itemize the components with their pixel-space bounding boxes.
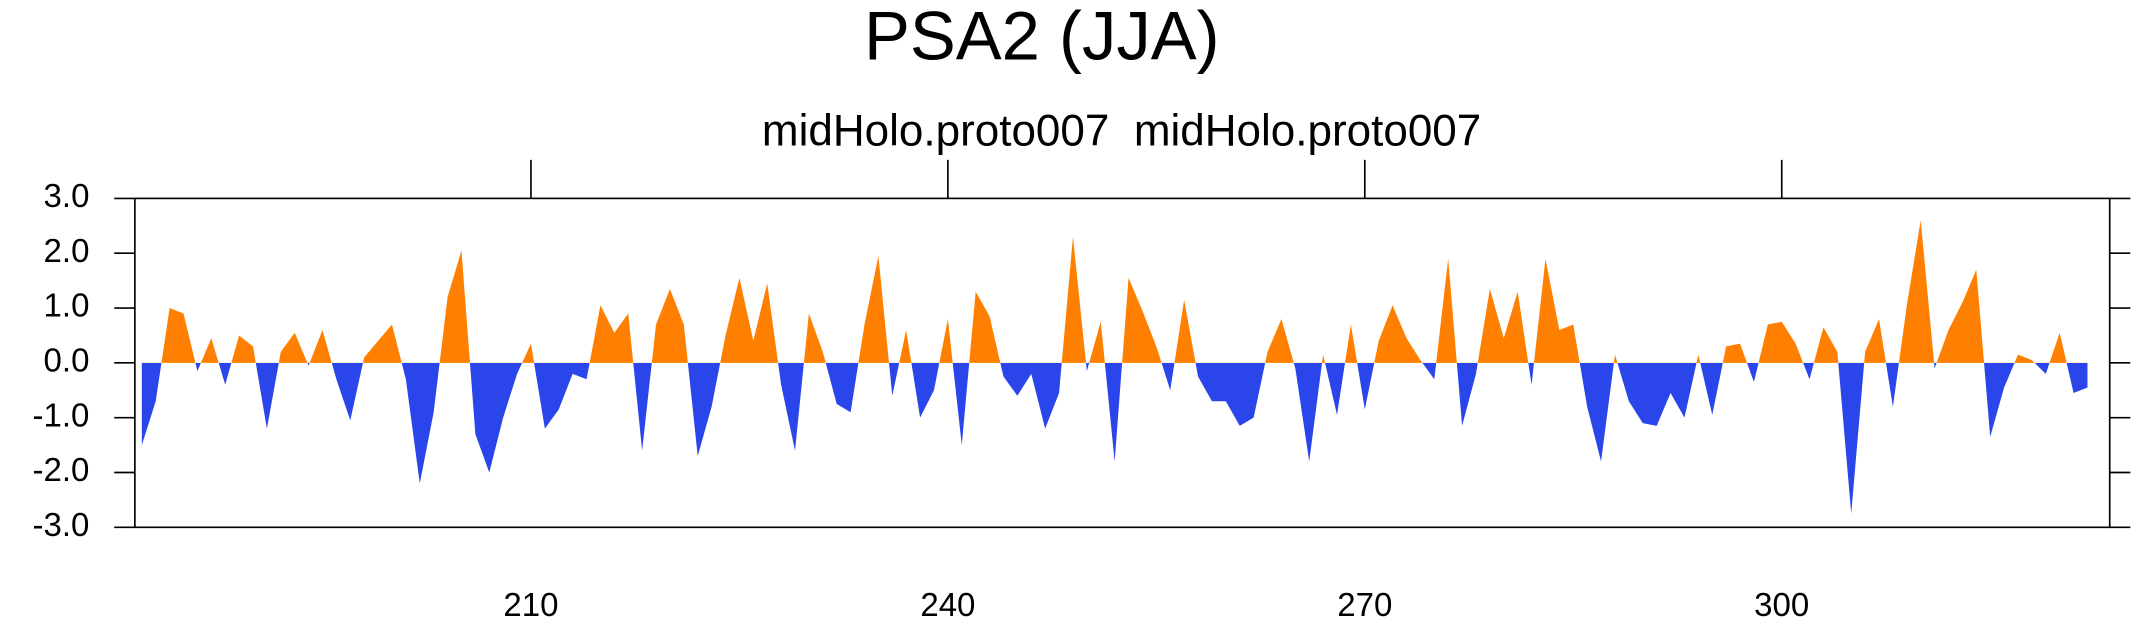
area: [141, 220, 2088, 514]
x-tick-label: 210: [503, 586, 558, 623]
y-tick-label: -1.0: [33, 396, 90, 433]
y-tick-label: 2.0: [44, 232, 90, 269]
y-tick-label: 0.0: [44, 342, 90, 379]
x-tick-label: 270: [1337, 586, 1392, 623]
y-tick-label: -2.0: [33, 451, 90, 488]
x-tick-label: 240: [920, 586, 975, 623]
y-tick-label: 1.0: [44, 287, 90, 324]
x-tick-label: 300: [1754, 586, 1809, 623]
y-tick-label: -3.0: [33, 506, 90, 543]
y-tick-label: 3.0: [44, 177, 90, 214]
chart-title: PSA2 (JJA): [864, 0, 1220, 75]
chart-subtitle: midHolo.proto007 midHolo.proto007: [762, 106, 1481, 155]
